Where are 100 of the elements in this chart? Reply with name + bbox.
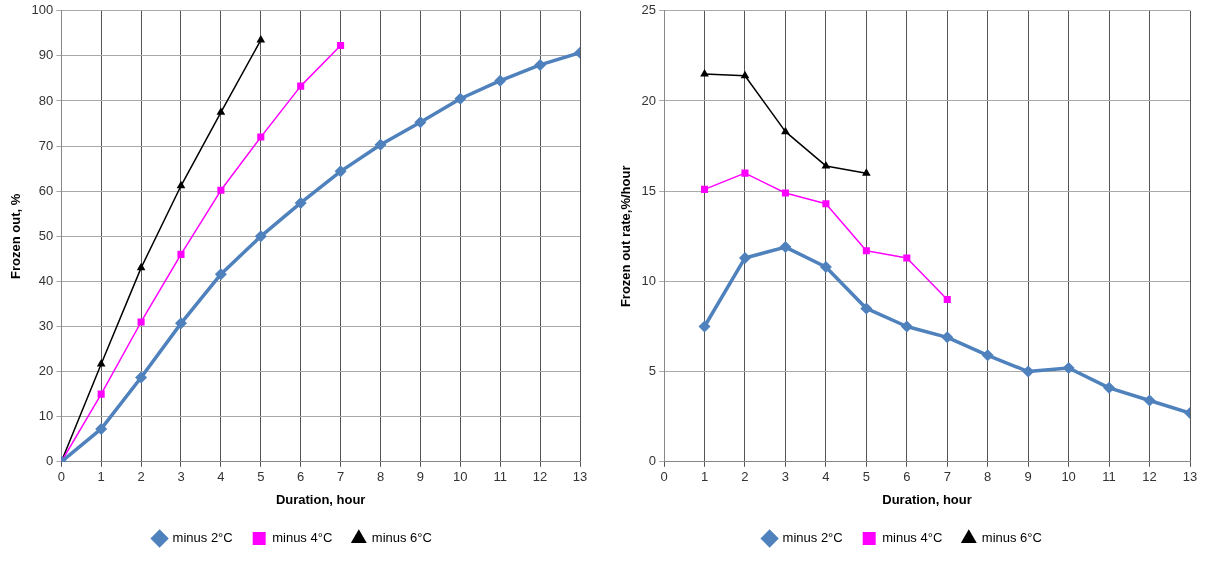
x-tick-label: 1 <box>700 469 709 485</box>
point <box>862 247 870 255</box>
point <box>217 186 225 194</box>
point <box>738 251 751 264</box>
y-tick-label: 100 <box>31 2 54 18</box>
x-tick-label: 2 <box>741 469 749 485</box>
x-tick-label: 5 <box>862 469 870 485</box>
point <box>862 168 871 176</box>
x-tick-label: 3 <box>177 469 185 485</box>
y-tick-label: 20 <box>38 363 54 379</box>
point <box>822 200 830 208</box>
point <box>216 107 226 115</box>
point <box>1022 365 1035 378</box>
x-tick-label: 9 <box>416 469 425 485</box>
x-tick-label: 1 <box>97 469 105 485</box>
point <box>337 41 345 50</box>
point <box>1143 394 1156 407</box>
x-tick-label: 11 <box>493 469 507 485</box>
y-tick-label: 80 <box>38 92 54 108</box>
y-tick-label: 0 <box>648 453 657 469</box>
point <box>414 116 427 129</box>
y-tick-label: 30 <box>38 318 54 334</box>
point <box>135 371 148 384</box>
point <box>779 241 792 254</box>
point <box>176 180 186 189</box>
point <box>137 318 145 326</box>
x-tick-label: 12 <box>1142 469 1157 485</box>
x-tick-label: 9 <box>1024 469 1032 485</box>
legend-label: minus 2°C <box>782 530 843 546</box>
point <box>256 35 266 43</box>
x-tick-label: 2 <box>137 469 145 485</box>
point <box>700 68 709 77</box>
point <box>941 331 954 344</box>
legend-label: minus 6°C <box>371 530 432 546</box>
point <box>214 268 227 281</box>
x-tick-label: 10 <box>453 469 468 485</box>
x-tick-label: 0 <box>660 469 668 485</box>
point <box>297 82 305 90</box>
point <box>374 138 387 151</box>
point <box>257 133 265 141</box>
point <box>698 320 711 333</box>
y-tick-label: 5 <box>648 363 657 379</box>
legend-label: minus 2°C <box>172 530 233 546</box>
point <box>740 70 750 79</box>
point <box>534 58 547 71</box>
y-tick-label: 10 <box>38 408 54 424</box>
legend-label: minus 4°C <box>882 530 943 546</box>
point <box>95 422 108 435</box>
x-tick-label: 7 <box>336 469 345 485</box>
y-tick-label: 50 <box>38 227 54 243</box>
point <box>981 349 994 362</box>
point <box>943 295 951 303</box>
x-tick-label: 6 <box>903 469 911 485</box>
point <box>97 390 105 398</box>
x-tick-label: 10 <box>1061 469 1076 485</box>
y-tick-label: 40 <box>38 272 54 288</box>
y-tick-label: 25 <box>641 2 657 18</box>
x-tick-label: 12 <box>532 469 548 485</box>
x-tick-label: 5 <box>257 469 265 485</box>
legend-label: minus 4°C <box>272 530 333 546</box>
y-tick-label: 0 <box>46 453 54 469</box>
point <box>781 189 789 197</box>
point <box>174 317 187 330</box>
point <box>177 250 185 258</box>
point <box>1062 361 1075 374</box>
x-tick-label: 4 <box>217 469 225 485</box>
point <box>781 126 790 135</box>
x-axis-title: Duration, hour <box>275 491 366 507</box>
x-tick-label: 8 <box>376 469 385 485</box>
y-tick-label: 10 <box>641 272 657 288</box>
point <box>903 254 911 262</box>
x-tick-label: 11 <box>1102 469 1116 485</box>
point <box>254 230 267 243</box>
x-tick-label: 13 <box>1182 469 1198 485</box>
point <box>494 74 507 87</box>
point <box>96 358 106 367</box>
y-tick-label: 15 <box>641 182 657 198</box>
x-tick-label: 6 <box>297 469 305 485</box>
y-tick-label: 20 <box>641 92 657 108</box>
point <box>454 92 467 105</box>
point <box>860 302 873 315</box>
x-axis-title: Duration, hour <box>882 491 972 507</box>
y-axis-title: Frozen out, % <box>8 193 24 279</box>
point <box>334 165 347 178</box>
point <box>294 196 307 209</box>
y-tick-label: 70 <box>38 137 54 153</box>
x-tick-label: 0 <box>57 469 65 485</box>
y-tick-label: 90 <box>38 47 54 63</box>
legend-label: minus 6°C <box>981 530 1042 546</box>
point <box>900 320 913 333</box>
point <box>136 262 146 271</box>
point <box>700 185 709 193</box>
point <box>1103 381 1116 394</box>
x-tick-label: 13 <box>572 469 588 485</box>
y-axis-title: Frozen out rate,%/hour <box>618 165 634 308</box>
x-tick-label: 8 <box>984 469 992 485</box>
point <box>819 260 832 273</box>
x-tick-label: 3 <box>781 469 790 485</box>
x-tick-label: 4 <box>822 469 830 485</box>
x-tick-label: 7 <box>943 469 951 485</box>
